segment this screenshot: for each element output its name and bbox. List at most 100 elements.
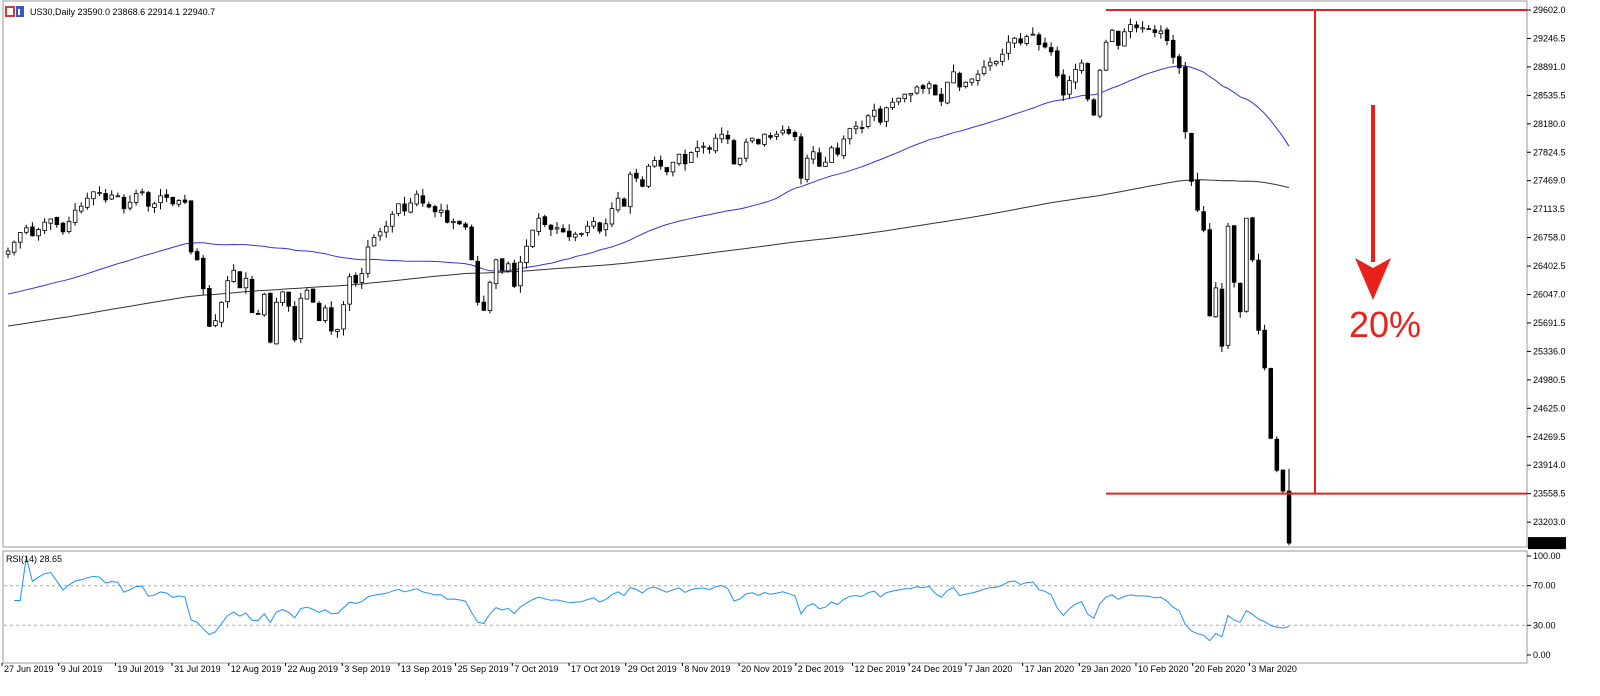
candle	[750, 137, 755, 144]
candle-body-up	[1122, 31, 1127, 47]
candle	[426, 201, 432, 209]
candle	[859, 120, 865, 134]
candle	[1134, 21, 1139, 33]
price-tick-label: 27824.5	[1533, 147, 1566, 157]
candle	[762, 133, 767, 147]
candle-body-up	[994, 61, 999, 65]
candle	[469, 224, 474, 261]
candle	[621, 197, 627, 207]
candle	[322, 304, 328, 324]
candle-body-up	[335, 329, 340, 332]
candle-body-up	[1213, 287, 1219, 318]
candle-body-down	[426, 204, 432, 208]
drawdown-percent-label: 20%	[1349, 304, 1421, 345]
candle-body-down	[658, 159, 664, 167]
candle-body-down	[786, 128, 792, 134]
candle-body-up	[298, 297, 304, 339]
candle-body-down	[957, 72, 962, 88]
rsi-tick-label: 0.00	[1533, 650, 1551, 660]
candle	[1036, 32, 1042, 51]
candle-body-up	[530, 229, 535, 247]
candle-body-up	[72, 209, 78, 223]
candle	[701, 142, 706, 154]
date-tick-label: 22 Aug 2019	[288, 664, 339, 674]
price-tick-label: 27469.0	[1533, 176, 1566, 186]
candle-body-up	[524, 245, 529, 263]
candle-body-up	[280, 291, 285, 303]
price-tick-label: 27113.5	[1533, 204, 1565, 214]
candle	[737, 157, 743, 167]
candle-body-up	[365, 246, 371, 274]
candle	[597, 221, 603, 234]
candle	[170, 196, 175, 207]
candle-body-down	[1116, 30, 1121, 46]
candle-body-up	[750, 137, 755, 142]
rsi-plot-frame	[2, 550, 1528, 664]
candle	[1262, 324, 1267, 371]
candle	[408, 198, 413, 214]
candle	[505, 261, 511, 273]
candle	[920, 83, 926, 94]
candle-body-down	[188, 200, 194, 253]
candle-body-up	[579, 232, 584, 235]
candle	[274, 297, 279, 345]
candle-body-down	[597, 222, 603, 232]
candle	[207, 284, 212, 328]
candle-body-up	[371, 236, 377, 247]
price-tick-label: 24625.0	[1533, 403, 1566, 413]
candle-body-down	[1262, 329, 1267, 369]
candle-body-up	[926, 83, 932, 89]
candle	[1055, 46, 1060, 78]
candle-body-up	[24, 227, 29, 233]
candle-body-down	[1085, 63, 1091, 100]
candle-body-down	[817, 152, 822, 167]
rsi-tick-label: 70.00	[1533, 581, 1556, 591]
candle-body-down	[859, 127, 865, 129]
candle-body-up	[5, 250, 11, 255]
candle	[963, 81, 969, 89]
candle	[890, 97, 895, 111]
price-tick-label: 25336.0	[1533, 346, 1566, 356]
candle-body-up	[438, 209, 444, 213]
candle	[841, 135, 847, 159]
candle-body-down	[469, 226, 474, 261]
chart-window-icon	[5, 6, 24, 17]
candle-body-up	[359, 273, 365, 283]
candle-body-up	[1067, 80, 1072, 95]
candle	[383, 220, 389, 238]
candle-body-down	[512, 262, 517, 287]
symbol-info: US30,Daily 23590.0 23868.6 22914.1 22940…	[30, 7, 215, 17]
candle-body-down	[621, 198, 627, 207]
candle	[335, 328, 340, 338]
candle-body-up	[91, 191, 96, 200]
candle	[640, 176, 645, 188]
candle-body-up	[97, 192, 102, 195]
rsi-levels	[4, 585, 1527, 626]
date-tick-label: 24 Dec 2019	[911, 664, 962, 674]
candle-body-down	[835, 147, 840, 155]
candle-body-up	[493, 259, 499, 285]
candle-body-down	[768, 135, 773, 138]
candle	[365, 239, 371, 278]
date-tick-label: 10 Feb 2020	[1138, 664, 1189, 674]
candle-body-up	[115, 195, 121, 198]
candle	[1061, 69, 1066, 102]
candle	[573, 231, 578, 242]
candle	[1024, 34, 1030, 46]
candle-body-down	[548, 224, 554, 230]
candle-body-down	[194, 251, 200, 261]
candle-body-up	[341, 304, 346, 330]
candle-body-up	[853, 125, 859, 130]
candle-body-down	[1238, 282, 1243, 313]
candle-body-up	[1006, 41, 1011, 54]
candle	[109, 190, 115, 200]
candle	[939, 87, 944, 107]
candle-body-down	[103, 193, 108, 201]
candle-body-up	[963, 81, 969, 87]
candle-body-down	[792, 132, 798, 137]
candle-body-down	[286, 291, 291, 307]
ma-short-line	[7, 65, 1290, 295]
candle	[438, 203, 444, 217]
